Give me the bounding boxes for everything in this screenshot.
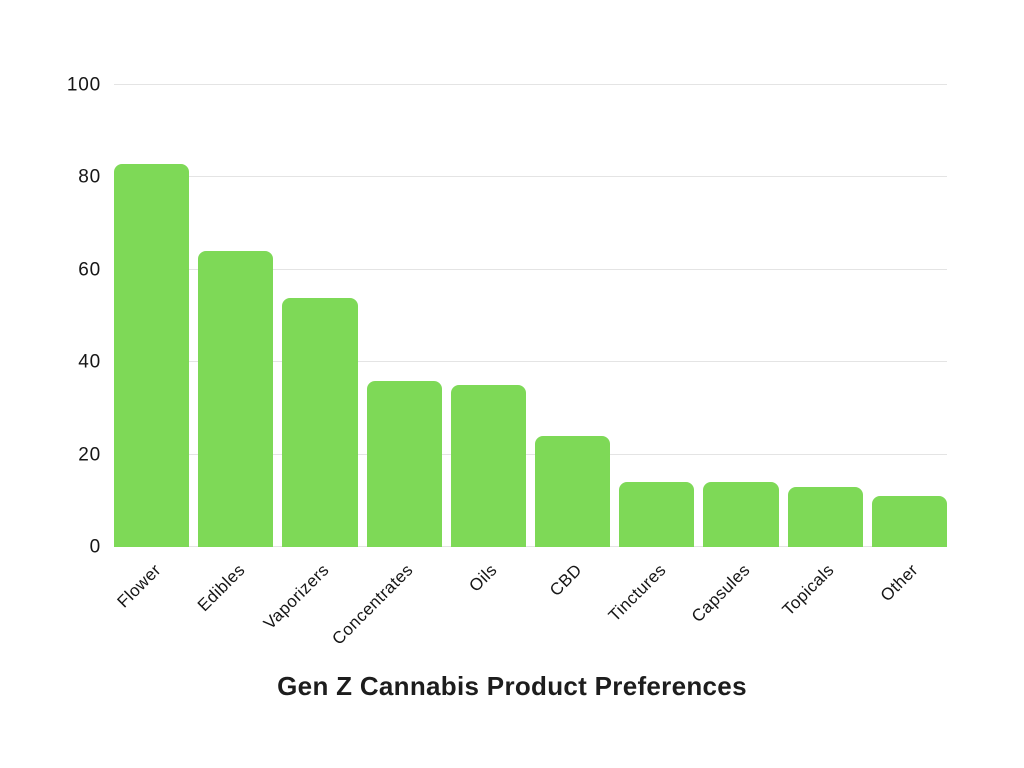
- x-tick-label-cbd: CBD: [545, 560, 586, 600]
- y-tick-label-40: 40: [78, 351, 101, 373]
- gridline-y-20: [114, 453, 947, 455]
- gridline-y-60: [114, 268, 947, 270]
- bar-other: [871, 496, 948, 547]
- y-tick-label-20: 20: [78, 444, 101, 466]
- x-tick-label-capsules: Capsules: [687, 560, 754, 627]
- bar-cbd: [535, 436, 611, 547]
- bar-edibles: [198, 251, 274, 547]
- plot-area: [114, 84, 948, 547]
- bar-series: [114, 85, 948, 547]
- gridline-y-100: [114, 84, 947, 85]
- x-tick-label-vaporizers: Vaporizers: [259, 560, 333, 634]
- x-tick-label-other: Other: [877, 560, 923, 606]
- x-tick-label-tinctures: Tinctures: [604, 560, 670, 626]
- gridline-y-80: [114, 176, 947, 178]
- x-tick-label-flower: Flower: [113, 560, 165, 612]
- y-tick-label-100: 100: [66, 74, 101, 96]
- y-tick-label-80: 80: [78, 166, 101, 188]
- gridline-y-40: [114, 361, 947, 363]
- y-tick-label-60: 60: [78, 259, 101, 281]
- bar-concentrates: [366, 380, 442, 547]
- bar-vaporizers: [282, 297, 358, 547]
- bar-tinctures: [619, 482, 695, 547]
- x-tick-label-concentrates: Concentrates: [328, 560, 417, 649]
- bar-flower: [114, 163, 190, 547]
- x-tick-label-topicals: Topicals: [778, 560, 838, 620]
- bar-oils: [450, 385, 527, 547]
- x-tick-label-edibles: Edibles: [193, 560, 249, 616]
- gridline-y-0: [114, 546, 947, 547]
- y-axis-tick-labels: 0 20 40 60 80 100: [0, 76, 101, 557]
- x-tick-label-oils: Oils: [465, 560, 502, 596]
- bar-capsules: [703, 482, 779, 547]
- y-tick-label-0: 0: [89, 536, 101, 558]
- bar-topicals: [787, 486, 863, 547]
- chart-title: Gen Z Cannabis Product Preferences: [277, 671, 747, 701]
